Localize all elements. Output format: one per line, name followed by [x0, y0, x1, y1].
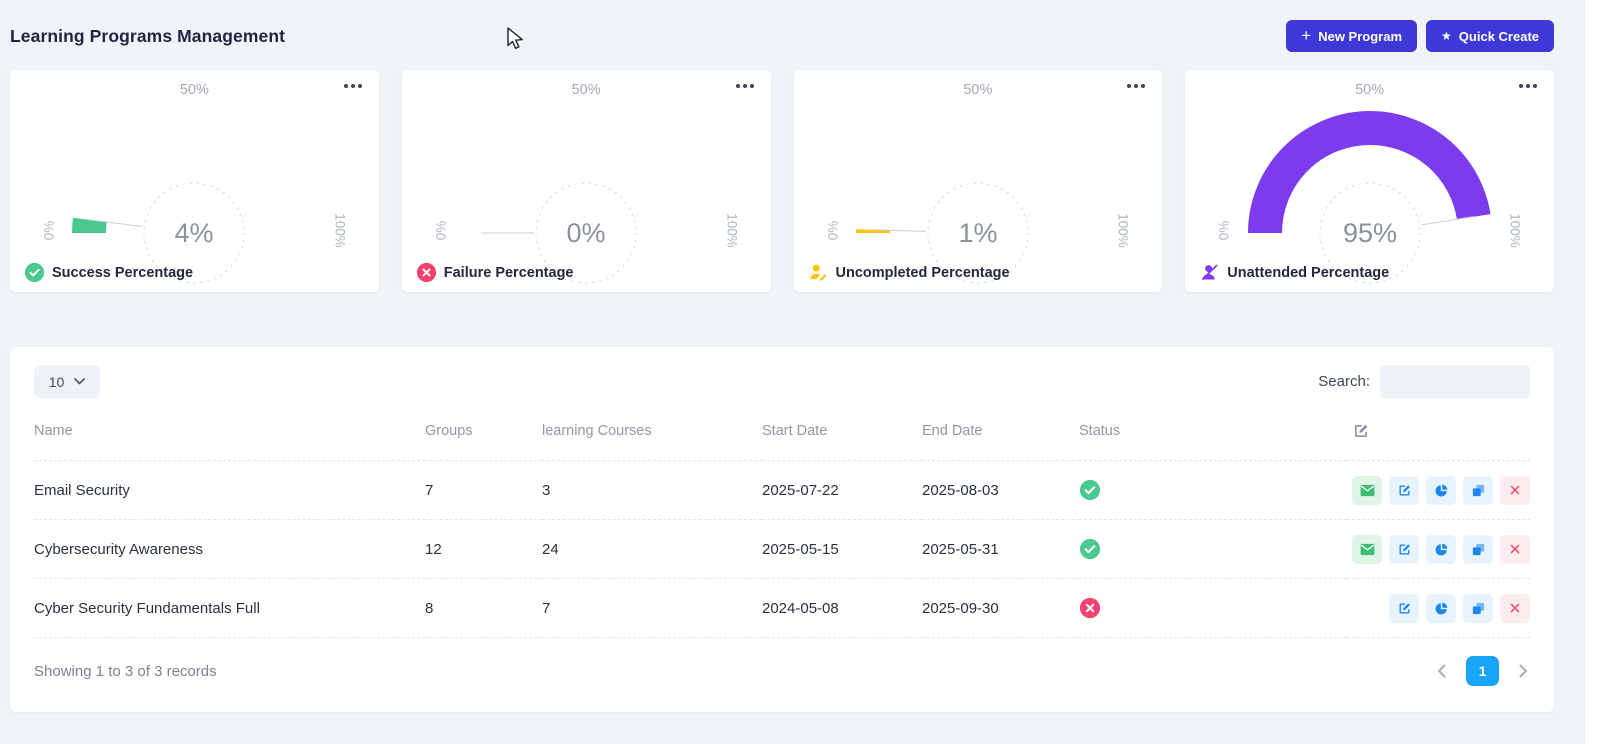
edit-column-icon — [1355, 424, 1368, 437]
page-size-select[interactable]: 10 — [34, 365, 100, 398]
gauge-cards-row: 50% 0% 100% 4% Success Percentage 50% 0% — [10, 70, 1554, 292]
next-page-button[interactable] — [1517, 662, 1530, 680]
cell-end-date: 2025-08-03 — [922, 460, 1079, 520]
gauge-card-unattended: 50% 0% 100% 95% Unattended Percentage — [1185, 70, 1554, 292]
cell-name: Cyber Security Fundamentals Full — [34, 578, 425, 638]
gauge-caption: Success Percentage — [24, 262, 193, 283]
gauge-caption-label: Success Percentage — [52, 264, 194, 281]
copy-button[interactable] — [1463, 475, 1493, 505]
table-header-row: Name Groups learning Courses Start Date … — [34, 404, 1530, 461]
more-dots-icon[interactable] — [735, 84, 754, 88]
search-label: Search: — [1318, 373, 1370, 390]
column-header-name: Name — [34, 423, 73, 439]
gauge-card-success: 50% 0% 100% 4% Success Percentage — [10, 70, 379, 292]
delete-button[interactable] — [1500, 593, 1530, 623]
cell-name: Cybersecurity Awareness — [34, 519, 425, 579]
gauge-caption-label: Unattended Percentage — [1227, 264, 1390, 281]
chevron-down-icon — [74, 378, 86, 385]
more-dots-icon[interactable] — [1127, 84, 1146, 88]
chevron-left-icon — [1438, 664, 1446, 678]
new-program-label: New Program — [1318, 28, 1403, 44]
search-input[interactable] — [1380, 365, 1530, 398]
cell-start-date: 2025-07-22 — [762, 460, 922, 520]
cell-groups: 12 — [425, 519, 542, 579]
gauge-chart: 95% — [1247, 111, 1492, 284]
table-row: Email Security 7 3 2025-07-22 2025-08-03 — [34, 460, 1530, 520]
gauge-caption-label: Uncompleted Percentage — [835, 264, 1010, 281]
copy-button[interactable] — [1463, 593, 1493, 623]
delete-button[interactable] — [1500, 475, 1530, 505]
gauge-value: 0% — [567, 218, 606, 248]
new-program-button[interactable]: + New Program — [1286, 20, 1418, 52]
edit-button[interactable] — [1389, 593, 1419, 623]
quick-create-button[interactable]: ★ Quick Create — [1426, 20, 1554, 52]
column-header-end-date: End Date — [922, 423, 983, 439]
copy-button[interactable] — [1463, 534, 1493, 564]
gauge-card-failure: 50% 0% 100% 0% Failure Percentage — [401, 70, 771, 292]
cell-start-date: 2025-05-15 — [762, 519, 922, 579]
cell-groups: 8 — [425, 578, 542, 638]
mail-button[interactable] — [1352, 475, 1382, 505]
mail-button[interactable] — [1352, 534, 1382, 564]
pagination: 1 — [1435, 656, 1530, 686]
table-row: Cyber Security Fundamentals Full 8 7 202… — [34, 578, 1530, 638]
gauge-caption-label: Failure Percentage — [443, 264, 574, 281]
delete-button[interactable] — [1500, 534, 1530, 564]
table-row: Cybersecurity Awareness 12 24 2025-05-15… — [34, 519, 1530, 579]
records-summary: Showing 1 to 3 of 3 records — [34, 662, 217, 680]
cell-start-date: 2024-05-08 — [762, 578, 922, 638]
x-circle-icon — [416, 262, 437, 283]
column-header-groups: Groups — [425, 423, 473, 439]
topbar: Learning Programs Management + New Progr… — [10, 0, 1554, 70]
gauge-caption: Unattended Percentage — [1199, 262, 1389, 283]
status-success-icon — [1079, 479, 1101, 501]
gauge-caption: Failure Percentage — [416, 262, 574, 283]
user-edit-icon — [808, 262, 829, 283]
table-footer: Showing 1 to 3 of 3 records 1 — [34, 638, 1530, 686]
topbar-actions: + New Program ★ Quick Create — [1286, 20, 1554, 52]
cell-groups: 7 — [425, 460, 542, 520]
cell-end-date: 2025-09-30 — [922, 578, 1079, 638]
status-failure-icon — [1079, 597, 1101, 619]
status-success-icon — [1079, 538, 1101, 560]
more-dots-icon[interactable] — [343, 84, 362, 88]
scrollbar-track[interactable] — [1584, 0, 1617, 744]
gauge-caption: Uncompleted Percentage — [808, 262, 1010, 283]
column-header-courses: learning Courses — [542, 423, 652, 439]
edit-button[interactable] — [1389, 534, 1419, 564]
gauge-value: 4% — [175, 218, 214, 248]
gauge-card-uncompleted: 50% 0% 100% 1% Uncompleted Percentage — [793, 70, 1163, 292]
cell-name: Email Security — [34, 460, 425, 520]
pie-chart-button[interactable] — [1426, 475, 1456, 505]
gauge-value: 95% — [1343, 218, 1397, 248]
cell-courses: 7 — [542, 578, 762, 638]
edit-button[interactable] — [1389, 475, 1419, 505]
table-controls: 10 Search: — [34, 365, 1530, 398]
page-size-value: 10 — [48, 373, 65, 390]
star-icon: ★ — [1441, 29, 1452, 43]
cell-end-date: 2025-05-31 — [922, 519, 1079, 579]
plus-icon: + — [1301, 26, 1312, 45]
cell-courses: 3 — [542, 460, 762, 520]
page-1-button[interactable]: 1 — [1466, 656, 1499, 686]
column-header-start-date: Start Date — [762, 423, 828, 439]
gauge-chart: 4% — [72, 111, 317, 284]
chevron-right-icon — [1519, 664, 1527, 678]
gauge-value: 1% — [958, 218, 997, 248]
cell-courses: 24 — [542, 519, 762, 579]
column-header-status: Status — [1079, 423, 1121, 439]
programs-table-card: 10 Search: Name Groups learning Courses … — [10, 347, 1554, 712]
more-dots-icon[interactable] — [1519, 84, 1537, 88]
programs-table: Name Groups learning Courses Start Date … — [34, 404, 1530, 638]
check-circle-icon — [24, 262, 45, 283]
pie-chart-button[interactable] — [1426, 534, 1456, 564]
user-slash-icon — [1199, 262, 1220, 283]
quick-create-label: Quick Create — [1458, 28, 1539, 44]
page-title: Learning Programs Management — [10, 25, 286, 46]
gauge-chart: 0% — [464, 111, 709, 284]
gauge-chart: 1% — [855, 111, 1100, 284]
pie-chart-button[interactable] — [1426, 593, 1456, 623]
search-wrap: Search: — [1318, 365, 1530, 398]
prev-page-button[interactable] — [1435, 662, 1448, 680]
